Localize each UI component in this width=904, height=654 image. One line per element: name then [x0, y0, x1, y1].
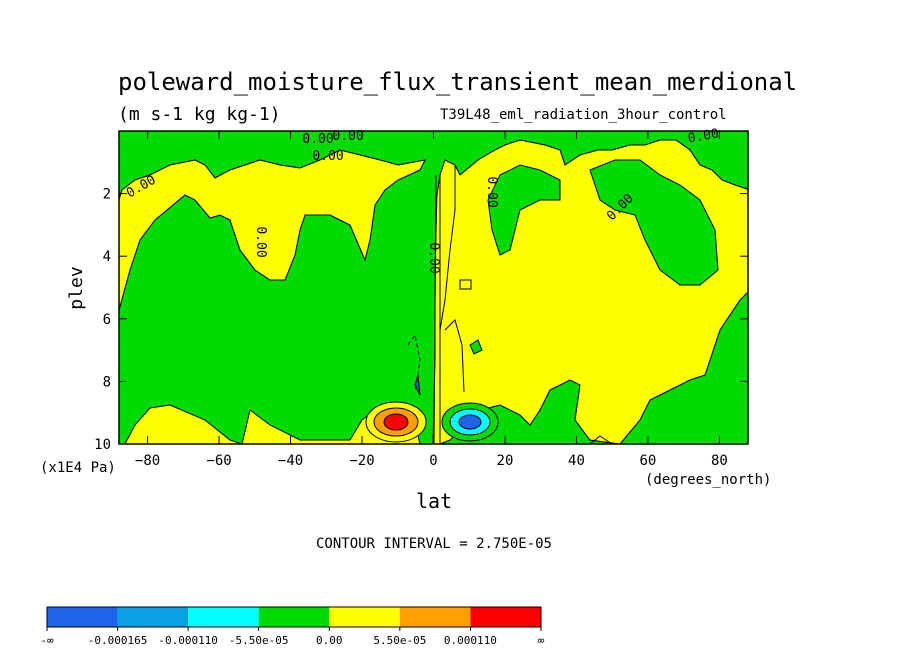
contour-label: 0.00 [253, 226, 268, 257]
colorbar-swatch [470, 607, 541, 627]
chart-units: (m s-1 kg kg-1) [118, 104, 281, 125]
contour-interval: CONTOUR INTERVAL = 2.750E-05 [316, 536, 552, 552]
colorbar-label: 0.000110 [444, 634, 497, 647]
y-axis-units: (x1E4 Pa) [40, 460, 116, 476]
colorbar-label: -0.000165 [88, 634, 148, 647]
contour-label: 0.00 [302, 132, 333, 147]
y-tick-label: 4 [103, 249, 111, 265]
thin-contour-east [589, 435, 613, 444]
contour-label: 0.00 [426, 242, 441, 273]
colorbar-frame [46, 606, 542, 628]
experiment-label: T39L48_eml_radiation_3hour_control [440, 107, 727, 123]
y-tick-label: 6 [103, 312, 111, 328]
field-negative-patch [487, 164, 561, 256]
contour-label: 0.00 [484, 176, 499, 207]
positive-max-core [383, 413, 409, 431]
contour-label: 0.00 [687, 126, 720, 146]
field-negative-patch-east [589, 159, 719, 286]
contour-label: 0.00 [332, 129, 363, 144]
y-axis-label: plev [66, 266, 87, 309]
small-positive-box [459, 279, 472, 290]
x-axis-units: (degrees_north) [645, 472, 771, 488]
colorbar-label: 5.50e-05 [373, 634, 426, 647]
x-tick-label: 60 [640, 453, 657, 469]
x-axis-label: lat [416, 489, 452, 513]
colorbar-swatch [329, 607, 400, 627]
colorbar-swatch [117, 607, 189, 627]
x-tick-label: 20 [497, 453, 514, 469]
x-tick-label: 40 [568, 453, 585, 469]
y-tick-label: 2 [103, 187, 111, 203]
y-tick-label: 8 [103, 374, 111, 390]
colorbar-label: 0.00 [316, 634, 343, 647]
plot-area: 0.000.000.000.000.000.00 0.000.000.00 [118, 126, 749, 445]
field-negative-patch-small [469, 339, 483, 355]
x-tick-label: −80 [135, 453, 160, 469]
y-tick-label: 10 [94, 437, 111, 453]
colorbar-label: -∞ [40, 634, 54, 647]
contour-label: 0.00 [312, 149, 343, 164]
colorbar-swatch [258, 607, 330, 627]
x-axis: −80 −60 −40 −20 0 20 40 60 80 [135, 131, 728, 469]
x-tick-label: −40 [278, 453, 303, 469]
y-axis: 2 4 6 8 10 [94, 187, 748, 453]
dashed-contour [407, 333, 421, 393]
x-tick-label: 80 [711, 453, 728, 469]
colorbar-label: -0.000110 [158, 634, 218, 647]
colorbar-label: -5.50e-05 [229, 634, 289, 647]
x-tick-label: −20 [349, 453, 374, 469]
thin-contour [444, 319, 465, 393]
zero-contour-equator [433, 174, 437, 444]
colorbar-swatch [47, 607, 118, 627]
chart-title: poleward_moisture_flux_transient_mean_me… [118, 68, 797, 96]
colorbar-swatch [399, 607, 471, 627]
negative-min-core [458, 414, 482, 430]
x-tick-label: −60 [206, 453, 231, 469]
x-tick-label: 0 [429, 453, 437, 469]
colorbar-label: ∞ [538, 634, 545, 647]
field-positive-intrusion [119, 149, 426, 311]
colorbar: -∞ -0.000165 -0.000110 -5.50e-05 0.00 5.50e-0… [40, 606, 545, 647]
colorbar-swatch [188, 607, 259, 627]
